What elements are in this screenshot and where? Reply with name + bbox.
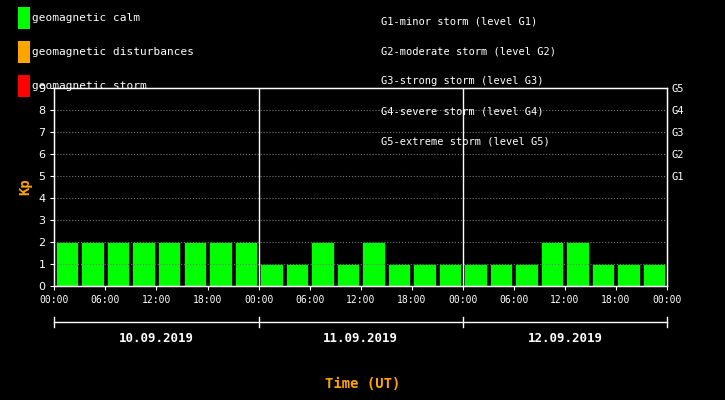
Bar [515, 264, 538, 286]
Bar [388, 264, 410, 286]
Text: G3-strong storm (level G3): G3-strong storm (level G3) [381, 76, 543, 86]
Bar [566, 242, 589, 286]
Y-axis label: Kp: Kp [19, 179, 33, 195]
Bar [311, 242, 334, 286]
Text: 10.09.2019: 10.09.2019 [119, 332, 194, 344]
Text: geomagnetic disturbances: geomagnetic disturbances [32, 47, 194, 57]
Text: G2-moderate storm (level G2): G2-moderate storm (level G2) [381, 46, 555, 56]
Bar [260, 264, 283, 286]
Text: geomagnetic storm: geomagnetic storm [32, 81, 146, 91]
Bar [183, 242, 206, 286]
Bar [81, 242, 104, 286]
Bar [158, 242, 181, 286]
Bar [439, 264, 461, 286]
Bar [464, 264, 486, 286]
Bar [56, 242, 78, 286]
Bar [541, 242, 563, 286]
Bar [336, 264, 359, 286]
Text: G4-severe storm (level G4): G4-severe storm (level G4) [381, 106, 543, 116]
Text: 11.09.2019: 11.09.2019 [323, 332, 398, 344]
Bar [413, 264, 436, 286]
Bar [643, 264, 666, 286]
Bar [133, 242, 155, 286]
Bar [592, 264, 614, 286]
Text: geomagnetic calm: geomagnetic calm [32, 13, 140, 23]
Bar [235, 242, 257, 286]
Text: Time (UT): Time (UT) [325, 377, 400, 391]
Text: 12.09.2019: 12.09.2019 [527, 332, 602, 344]
Text: G1-minor storm (level G1): G1-minor storm (level G1) [381, 16, 537, 26]
Text: G5-extreme storm (level G5): G5-extreme storm (level G5) [381, 136, 550, 146]
Bar [618, 264, 640, 286]
Bar [490, 264, 513, 286]
Bar [209, 242, 231, 286]
Bar [286, 264, 308, 286]
Bar [362, 242, 385, 286]
Bar [107, 242, 130, 286]
